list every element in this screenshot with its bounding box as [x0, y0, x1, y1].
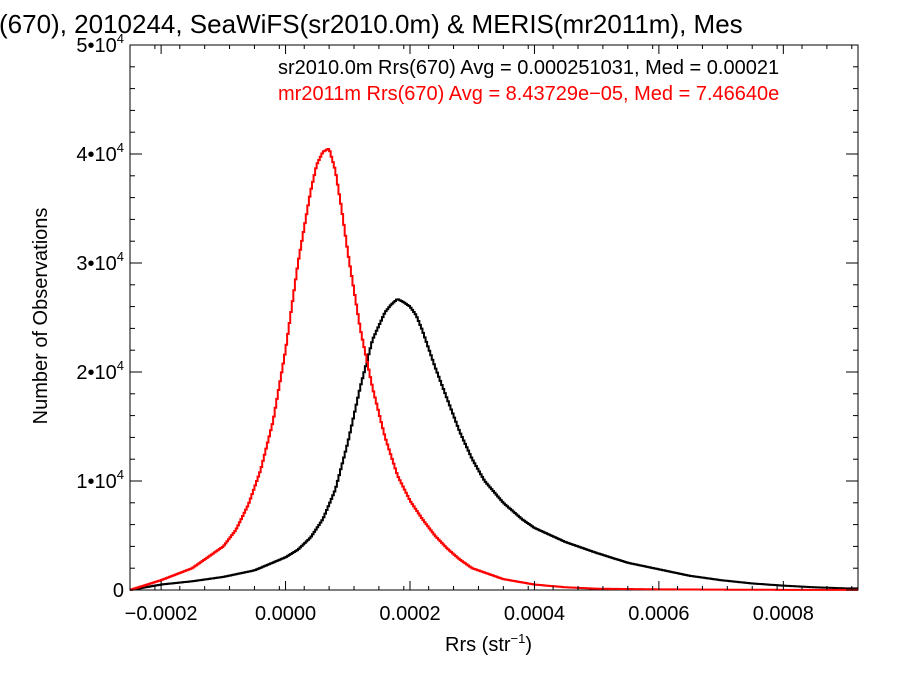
y-axis-label: Number of Observations — [30, 208, 52, 425]
x-tick-label: 0.0004 — [504, 603, 565, 625]
y-tick-label: 4•104 — [76, 140, 124, 166]
x-tick-label: 0.0000 — [255, 603, 316, 625]
series-sr2010.0m-histogram — [130, 298, 858, 591]
legend-entry-mr2011: mr2011m Rrs(670) Avg = 8.43729e−05, Med … — [278, 83, 779, 105]
tick-layer: −0.0002 0.0000 0.0002 0.0004 0.0006 0.0008 0 1•… — [76, 31, 858, 625]
series-layer — [130, 147, 858, 591]
y-tick-label: 3•104 — [76, 249, 124, 275]
series-mr2011m-histogram — [130, 147, 858, 591]
chart-title: s(670), 2010244, SeaWiFS(sr2010.0m) & ME… — [0, 9, 743, 39]
x-axis-label: Rrs (str−1) — [445, 631, 532, 656]
y-tick-label: 2•104 — [76, 358, 124, 384]
x-tick-label: 0.0006 — [628, 603, 689, 625]
y-tick-label: 5•104 — [76, 31, 124, 57]
x-tick-label: 0.0008 — [753, 603, 814, 625]
y-tick-label: 1•104 — [76, 467, 124, 493]
x-tick-label: 0.0002 — [379, 603, 440, 625]
x-tick-label: −0.0002 — [125, 603, 198, 625]
plot-frame — [129, 44, 859, 591]
y-tick-label: 0 — [113, 580, 124, 602]
legend-entry-sr2010: sr2010.0m Rrs(670) Avg = 0.000251031, Me… — [278, 57, 779, 79]
